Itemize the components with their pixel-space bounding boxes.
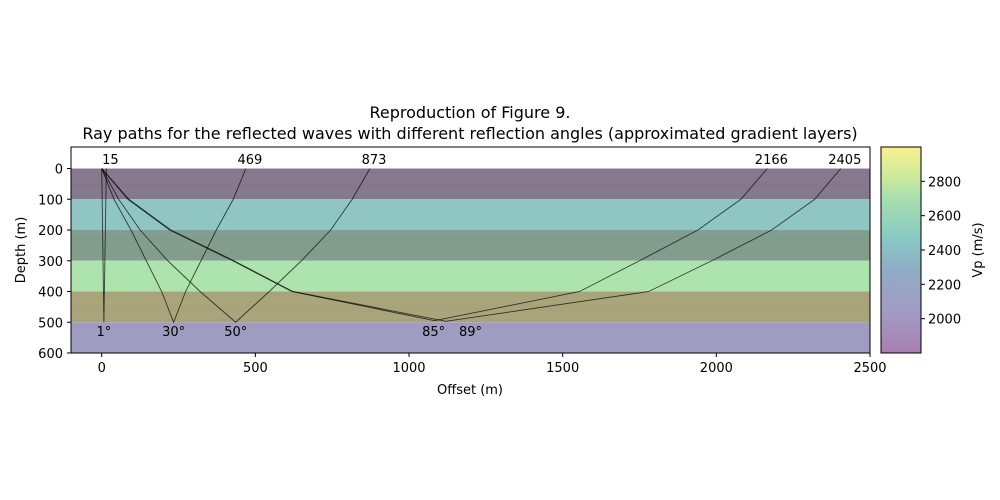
y-tick-label: 400 bbox=[38, 286, 63, 301]
velocity-layers bbox=[71, 168, 870, 353]
colorbar-tick-label: 2200 bbox=[928, 278, 961, 293]
x-axis-label: Offset (m) bbox=[437, 383, 503, 398]
colorbar-tick-label: 2800 bbox=[928, 175, 961, 190]
x-tick-label: 1500 bbox=[546, 361, 579, 376]
chart-title: Reproduction of Figure 9. bbox=[370, 103, 571, 122]
ray-path bbox=[101, 168, 371, 323]
colorbar-tick-label: 2000 bbox=[928, 313, 961, 328]
layer bbox=[71, 291, 870, 323]
receiver-offset-label: 2166 bbox=[755, 153, 788, 168]
reflection-angle-label: 1° bbox=[96, 325, 111, 340]
x-tick-label: 2500 bbox=[853, 361, 886, 376]
y-tick-label: 500 bbox=[38, 316, 63, 331]
x-tick-label: 500 bbox=[243, 361, 268, 376]
y-tick-label: 200 bbox=[38, 224, 63, 239]
reflection-angle-label: 30° bbox=[162, 325, 185, 340]
layer bbox=[71, 230, 870, 261]
x-tick-label: 0 bbox=[98, 361, 106, 376]
colorbar-tick-label: 2600 bbox=[928, 210, 961, 225]
y-tick-label: 0 bbox=[55, 163, 63, 178]
ray-paths bbox=[101, 168, 842, 324]
ray-path bbox=[101, 168, 768, 322]
receiver-offset-label: 873 bbox=[362, 153, 387, 168]
x-tick-label: 2000 bbox=[700, 361, 733, 376]
ray-path bbox=[101, 168, 842, 322]
x-tick-label: 1000 bbox=[392, 361, 425, 376]
y-tick-label: 100 bbox=[38, 193, 63, 208]
reflection-angle-label: 50° bbox=[224, 325, 247, 340]
colorbar-ticks: 2000 2200 2400 2600 2800 bbox=[921, 175, 961, 328]
colorbar bbox=[880, 146, 922, 354]
layer bbox=[71, 322, 870, 353]
reflection-angle-label: 89° bbox=[459, 325, 482, 340]
y-axis-label: Depth (m) bbox=[14, 217, 29, 284]
receiver-offset-label: 15 bbox=[102, 153, 119, 168]
receiver-offset-label: 2405 bbox=[828, 153, 861, 168]
ray-path bbox=[101, 168, 107, 323]
y-tick-label: 600 bbox=[38, 347, 63, 362]
receiver-offset-label: 469 bbox=[237, 153, 262, 168]
y-tick-label: 300 bbox=[38, 255, 63, 270]
axes: 0 500 1000 1500 2000 2500 0 100 200 300 400 500 600 bbox=[38, 163, 886, 377]
layer bbox=[71, 168, 870, 200]
plot-frame bbox=[70, 146, 871, 354]
ray-path bbox=[101, 168, 247, 324]
ray-labels: 15 1° 469 30° 873 50° 2166 85° 2405 89° bbox=[96, 153, 861, 340]
colorbar-label: Vp (m/s) bbox=[971, 222, 986, 277]
layer bbox=[71, 199, 870, 230]
colorbar-tick-label: 2400 bbox=[928, 244, 961, 259]
chart-subtitle: Ray paths for the reflected waves with d… bbox=[82, 124, 857, 143]
reflection-angle-label: 85° bbox=[422, 325, 445, 340]
layer bbox=[71, 260, 870, 292]
